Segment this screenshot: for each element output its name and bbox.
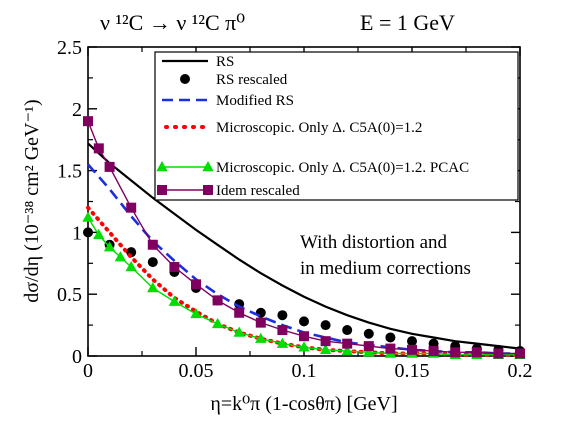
series-layer bbox=[82, 116, 526, 359]
data-point bbox=[407, 344, 417, 355]
x-axis-label: η=k⁰π (1-cosθπ) [GeV] bbox=[210, 393, 397, 415]
legend-label: RS bbox=[216, 54, 234, 70]
data-point bbox=[320, 336, 331, 347]
data-point bbox=[93, 143, 104, 154]
legend-box bbox=[154, 51, 519, 201]
series-line bbox=[87, 142, 521, 350]
data-point bbox=[407, 336, 417, 347]
legend-marker bbox=[202, 161, 214, 172]
data-point bbox=[104, 161, 115, 172]
data-point bbox=[319, 343, 332, 355]
data-point bbox=[277, 325, 288, 336]
data-point bbox=[342, 338, 353, 349]
legend-marker bbox=[203, 185, 213, 195]
data-point bbox=[515, 348, 525, 359]
x-tick-label: 0.2 bbox=[508, 360, 533, 382]
y-tick-label: 1.5 bbox=[57, 161, 82, 183]
series-0 bbox=[87, 142, 521, 350]
data-point bbox=[428, 346, 439, 357]
annotation-line-1: With distortion and bbox=[300, 232, 447, 253]
y-axis-label: dσ/dη (10⁻³⁸ cm² GeV⁻¹) bbox=[21, 99, 43, 302]
legend-marker bbox=[157, 185, 167, 195]
data-point bbox=[385, 332, 396, 343]
y-tick-label: 1 bbox=[72, 222, 82, 244]
y-tick-label: 0 bbox=[72, 346, 82, 368]
annotation-line-2: in medium corrections bbox=[300, 258, 471, 279]
data-point bbox=[212, 295, 223, 306]
data-point bbox=[191, 279, 201, 290]
legend-item: RS bbox=[162, 54, 234, 70]
legend-swatch bbox=[180, 74, 190, 84]
legend-item: RS rescaled bbox=[180, 72, 288, 88]
data-point bbox=[147, 282, 159, 293]
data-point bbox=[125, 261, 137, 272]
x-tick-label: 0.15 bbox=[395, 360, 430, 382]
legend-item: Microscopic. Only Δ. C5A(0)=1.2. PCAC bbox=[156, 160, 469, 176]
legend-label: Microscopic. Only Δ. C5A(0)=1.2. PCAC bbox=[216, 160, 469, 176]
data-point bbox=[255, 317, 266, 328]
data-point bbox=[169, 262, 180, 273]
legend-item: Idem rescaled bbox=[157, 183, 300, 199]
data-point bbox=[147, 239, 158, 250]
data-point bbox=[190, 307, 202, 319]
data-point bbox=[114, 251, 127, 262]
x-tick-label: 0.1 bbox=[292, 360, 317, 382]
data-point bbox=[342, 325, 353, 336]
data-point bbox=[298, 341, 310, 352]
data-point bbox=[103, 241, 116, 252]
data-point bbox=[320, 320, 331, 331]
data-point bbox=[363, 328, 374, 339]
data-point bbox=[255, 332, 267, 343]
series-line bbox=[87, 120, 520, 355]
x-tick-label: 0.05 bbox=[179, 360, 214, 382]
data-point bbox=[276, 337, 289, 348]
legend-label: Idem rescaled bbox=[216, 183, 300, 199]
y-tick-label: 0.5 bbox=[57, 284, 82, 306]
legend-label: Microscopic. Only Δ. C5A(0)=1.2 bbox=[216, 120, 422, 136]
data-point bbox=[385, 343, 396, 354]
data-point bbox=[234, 307, 245, 318]
data-point bbox=[93, 228, 105, 240]
data-point bbox=[363, 341, 374, 352]
data-point bbox=[363, 346, 375, 357]
data-point bbox=[168, 295, 181, 306]
data-point bbox=[126, 202, 137, 213]
series-4 bbox=[82, 211, 526, 359]
y-tick-label: 2.5 bbox=[57, 37, 82, 59]
data-point bbox=[450, 347, 461, 358]
legend-item: Modified RS bbox=[162, 93, 294, 109]
data-point bbox=[341, 345, 353, 356]
data-point bbox=[211, 317, 224, 329]
data-point bbox=[277, 310, 288, 321]
x-tick-label: 0 bbox=[83, 360, 93, 382]
data-point bbox=[233, 326, 245, 337]
data-point bbox=[255, 307, 266, 318]
data-point bbox=[147, 257, 158, 268]
data-point bbox=[83, 116, 93, 127]
y-tick-label: 2 bbox=[72, 99, 82, 121]
data-point bbox=[83, 227, 93, 238]
chart-title-energy: E = 1 GeV bbox=[360, 10, 455, 35]
legend: RS RS rescaled Modified RS Microscopic. Onl… bbox=[154, 51, 519, 201]
data-point bbox=[299, 316, 309, 327]
chart-title: ν ¹²C → ν ¹²C π⁰ bbox=[100, 10, 245, 35]
legend-label: Modified RS bbox=[216, 93, 294, 109]
axis-tick-labels: 0 0.05 0.1 0.15 0.2 0 0.5 1 1.5 2 2.5 bbox=[57, 37, 533, 382]
data-point bbox=[471, 347, 482, 358]
legend-item: Microscopic. Only Δ. C5A(0)=1.2 bbox=[164, 120, 422, 136]
series-5 bbox=[83, 116, 525, 359]
data-point bbox=[299, 331, 309, 342]
data-point bbox=[82, 211, 94, 222]
data-point bbox=[493, 348, 504, 359]
legend-label: RS rescaled bbox=[216, 72, 288, 88]
legend-marker bbox=[156, 161, 168, 172]
